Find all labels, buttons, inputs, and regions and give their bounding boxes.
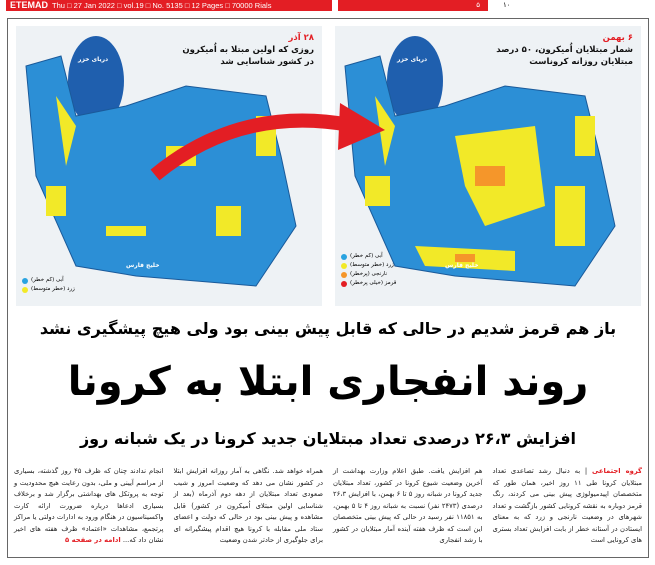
gulf-label: خلیج فارس [126, 262, 160, 269]
legend-item: نارنجی (پرخطر) [341, 270, 396, 279]
legend-item: آبی (کم خطر) [22, 276, 75, 285]
legend-item: زرد (خطر متوسط) [22, 285, 75, 294]
map-date: ۲۸ آذر [288, 33, 314, 43]
yellow-dot-icon [22, 286, 28, 293]
issue-info: Thu □ 27 Jan 2022 □ vol.19 □ No. 5135 □ … [52, 1, 272, 10]
paper-name: ETEMAD [10, 0, 48, 10]
article-frame [7, 18, 649, 558]
arrow-icon [150, 103, 385, 181]
legend-item: آبی (کم خطر) [341, 252, 396, 261]
map-legend: آبی (کم خطر) زرد (خطر متوسط) نارنجی (پرخ… [341, 252, 396, 288]
page-number: ۱۰ [503, 1, 511, 9]
byline: گروه اجتماعی [591, 467, 642, 475]
article-column: انجام ندادند چنان که ظرف ۴۵ روز گذشته، ب… [14, 467, 164, 544]
masthead: ETEMAD Thu □ 27 Jan 2022 □ vol.19 □ No. 5… [6, 0, 332, 11]
map-caption: ۲۸ آذر روزی که اولین مبتلا به اُمیکرون در … [182, 32, 314, 68]
article-body: گروه اجتماعی | به دنبال رشد تصاعدی تعداد… [14, 466, 642, 547]
iran-map-image [344, 36, 616, 287]
section-bar: ۵ [338, 0, 488, 11]
continued-link[interactable]: ادامه در صفحه ۵ [65, 536, 121, 544]
caption-line: مبتلایان روزانه کروناست [529, 57, 633, 67]
main-headline: روند انفجاری ابتلا به کرونا [67, 359, 589, 405]
section-number: ۵ [476, 1, 480, 9]
map-caption: ۶ بهمن شمار مبتلایان اُمیکرون، ۵۰ درصد مبت… [496, 32, 633, 68]
map-bahman: ۶ بهمن شمار مبتلایان اُمیکرون، ۵۰ درصد مبت… [335, 26, 641, 306]
sub-headline: افزایش ۲۶،۳ درصدی تعداد مبتلایان جدید کر… [79, 429, 577, 448]
kicker-headline: باز هم قرمز شدیم در حالی که قابل پیش بین… [39, 319, 617, 338]
yellow-dot-icon [341, 262, 347, 269]
legend-item: قرمز (خیلی پرخطر) [341, 279, 396, 288]
caption-line: روزی که اولین مبتلا به اُمیکرون [182, 45, 314, 55]
gulf-label: خلیج فارس [445, 262, 479, 269]
article-column: همراه خواهد شد. نگاهی به آمار روزانه افز… [173, 467, 324, 544]
blue-dot-icon [22, 277, 28, 284]
caption-line: در کشور شناسایی شد [220, 57, 314, 67]
orange-dot-icon [341, 271, 347, 278]
article-column: گروه اجتماعی | به دنبال رشد تصاعدی تعداد… [492, 467, 643, 544]
article-column: هم افزایش یافت. طبق اعلام وزارت بهداشت ا… [333, 467, 483, 544]
red-dot-icon [341, 280, 347, 287]
caspian-label: دریای خزر [78, 56, 109, 63]
legend-item: زرد (خطر متوسط) [341, 261, 396, 270]
caption-line: شمار مبتلایان اُمیکرون، ۵۰ درصد [496, 45, 633, 55]
caspian-label: دریای خزر [397, 56, 428, 63]
map-date: ۶ بهمن [602, 33, 633, 43]
map-legend: آبی (کم خطر) زرد (خطر متوسط) [22, 276, 75, 294]
blue-dot-icon [341, 253, 347, 260]
